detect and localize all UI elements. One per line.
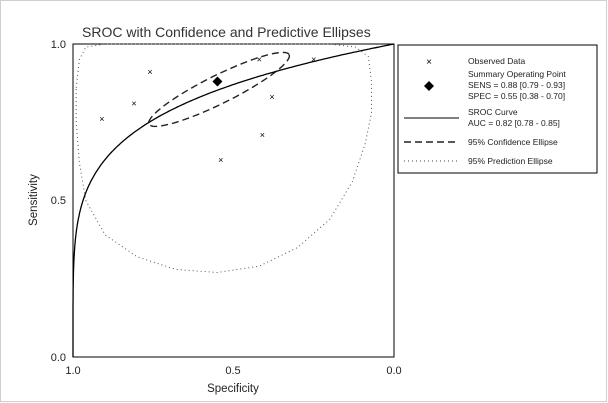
observed-data-point: × — [99, 114, 104, 124]
sroc-curve — [72, 43, 395, 357]
legend-summary-sens: SENS = 0.88 [0.79 - 0.93] — [468, 80, 565, 90]
observed-data-point: × — [131, 99, 136, 109]
legend: × Observed Data Summary Operating Point … — [397, 44, 598, 174]
x-axis-label: Specificity — [207, 383, 259, 395]
chart-title: SROC with Confidence and Predictive Elli… — [82, 24, 371, 40]
observed-data-point: × — [218, 155, 223, 165]
legend-prediction-label: 95% Prediction Ellipse — [468, 156, 553, 166]
plot-layer: × × × × × × × × — [72, 43, 395, 357]
legend-box — [397, 44, 598, 174]
legend-observed-icon: × — [426, 57, 432, 68]
plot-area — [72, 43, 395, 358]
observed-data-point: × — [311, 55, 316, 65]
y-axis-label: Sensitivity — [28, 174, 40, 226]
observed-data-point: × — [260, 130, 265, 140]
legend-sroc-auc: AUC = 0.82 [0.78 - 0.85] — [468, 118, 560, 128]
observed-data-point: × — [269, 92, 274, 102]
legend-summary-title: Summary Operating Point — [468, 69, 566, 79]
legend-confidence-label: 95% Confidence Ellipse — [468, 137, 558, 147]
observed-data-point: × — [147, 67, 152, 77]
observed-data-point: × — [257, 55, 262, 65]
y-tick-label: 0.5 — [51, 195, 66, 207]
y-tick-label: 0.0 — [51, 352, 66, 364]
legend-observed-label: Observed Data — [468, 56, 525, 66]
legend-summary-spec: SPEC = 0.55 [0.38 - 0.70] — [468, 91, 565, 101]
legend-sroc-title: SROC Curve — [468, 107, 518, 117]
x-tick-label: 0.5 — [225, 365, 240, 377]
x-tick-label: 0.0 — [386, 365, 401, 377]
legend-summary-icon — [424, 81, 434, 91]
y-tick-label: 1.0 — [51, 39, 66, 51]
x-tick-label: 1.0 — [65, 365, 80, 377]
summary-operating-point — [212, 76, 223, 87]
